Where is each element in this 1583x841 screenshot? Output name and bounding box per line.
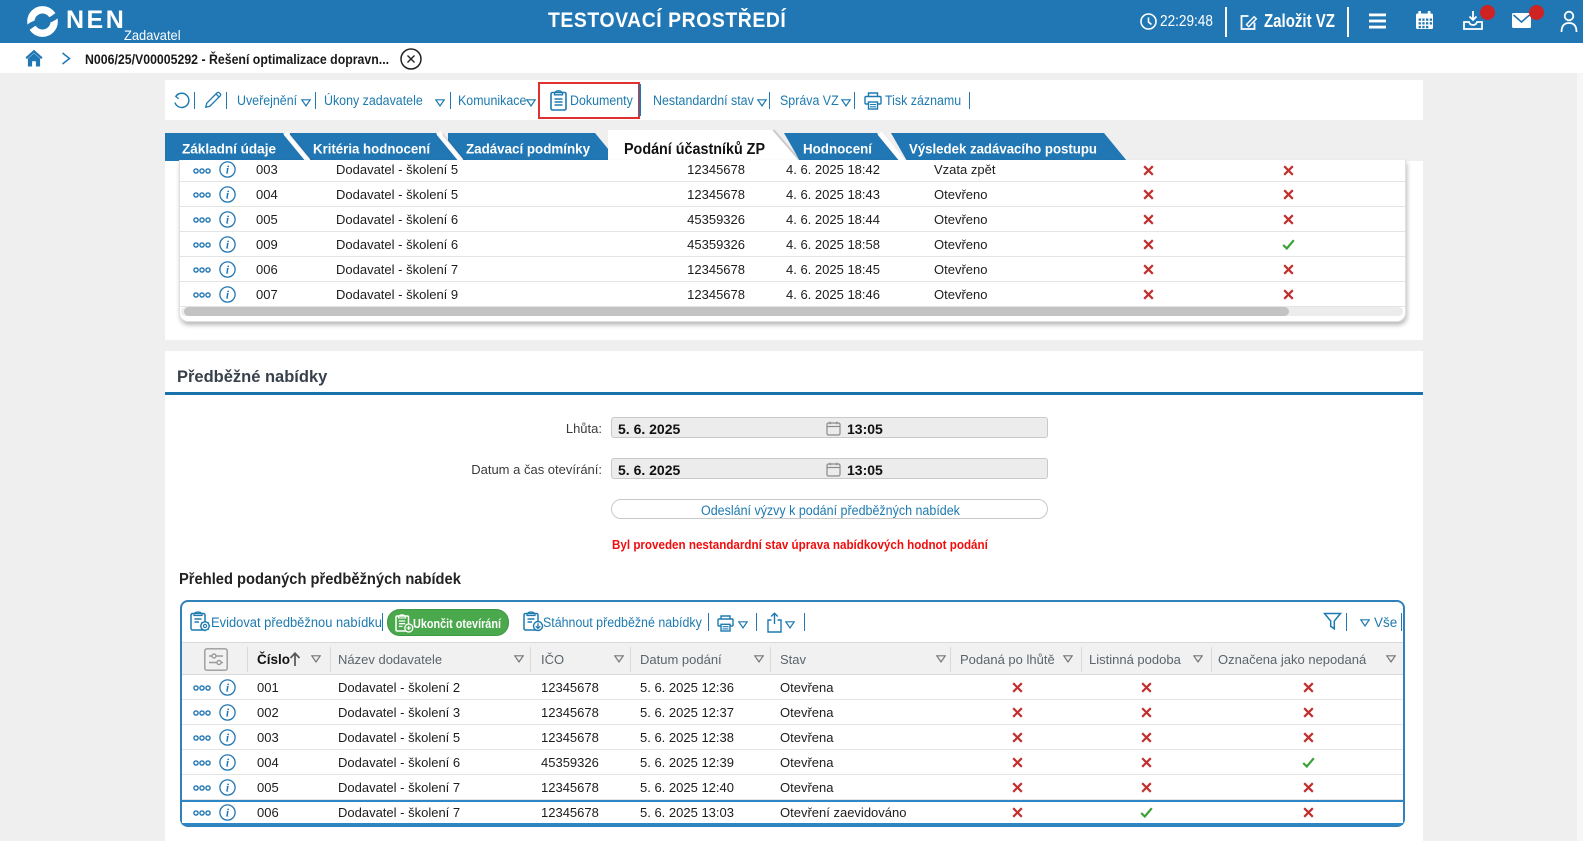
svg-text:i: i — [226, 758, 230, 770]
svg-text:i: i — [226, 165, 230, 177]
svg-text:i: i — [226, 733, 230, 745]
svg-text:Podání účastníků ZP: Podání účastníků ZP — [624, 141, 765, 158]
svg-text:i: i — [226, 683, 230, 695]
svg-text:i: i — [226, 265, 230, 277]
svg-text:i: i — [226, 190, 230, 202]
svg-text:Zadávací podmínky: Zadávací podmínky — [466, 141, 590, 157]
svg-text:i: i — [226, 808, 230, 820]
svg-text:i: i — [226, 240, 230, 252]
svg-text:Základní údaje: Základní údaje — [182, 141, 276, 157]
svg-text:i: i — [226, 783, 230, 795]
svg-text:Kritéria hodnocení: Kritéria hodnocení — [313, 141, 431, 157]
svg-text:Výsledek zadávacího postupu: Výsledek zadávacího postupu — [909, 141, 1097, 157]
svg-text:i: i — [226, 215, 230, 227]
svg-text:Hodnocení: Hodnocení — [803, 141, 873, 157]
svg-text:i: i — [226, 290, 230, 302]
svg-text:i: i — [226, 708, 230, 720]
